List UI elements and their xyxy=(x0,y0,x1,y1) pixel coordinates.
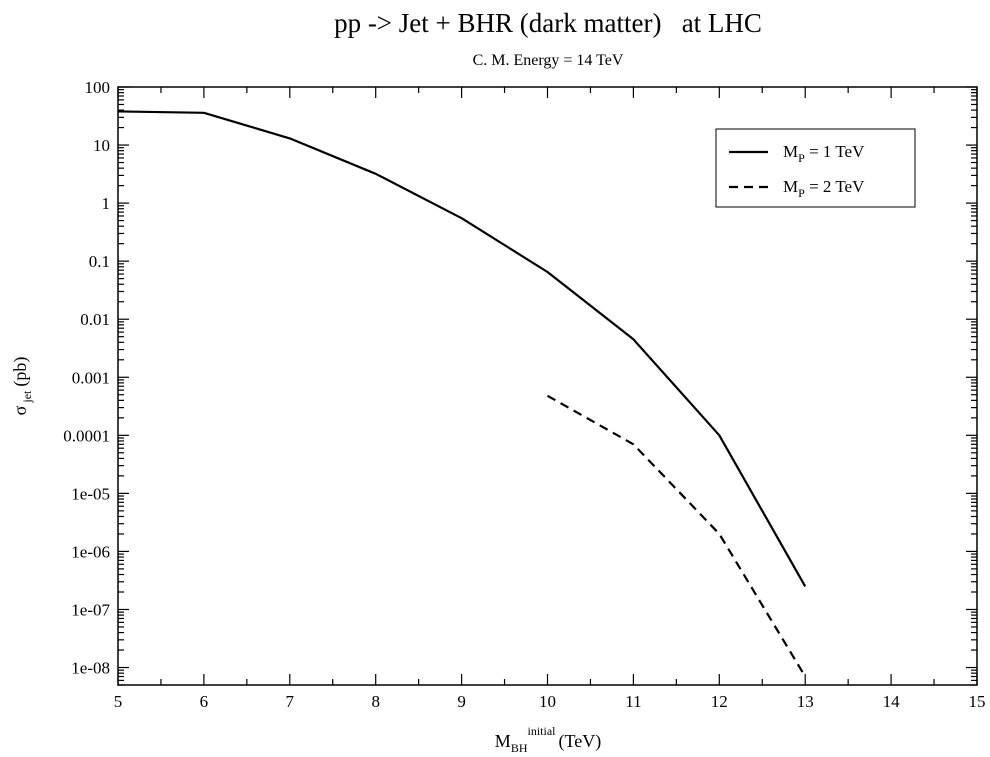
series-lines xyxy=(117,110,807,678)
y-tick-label: 1e-05 xyxy=(71,484,110,503)
y-tick-label: 0.0001 xyxy=(63,426,110,445)
ticks xyxy=(117,86,978,686)
y-tick-label: 100 xyxy=(85,78,111,97)
x-tick-label: 13 xyxy=(797,692,814,711)
y-tick-label: 0.1 xyxy=(89,252,110,271)
chart-title: pp -> Jet + BHR (dark matter) at LHC xyxy=(334,8,762,38)
x-tick-label: 6 xyxy=(200,692,209,711)
x-axis-label: MBHinitial (TeV) xyxy=(495,724,601,755)
legend-label-mp2: MP = 2 TeV xyxy=(783,177,865,200)
x-tick-label: 11 xyxy=(625,692,641,711)
y-tick-label: 1e-07 xyxy=(71,600,110,619)
tick-labels: 5 6 7 8 9 10 11 12 13 14 15 100 10 1 0.1 0.01 0.001 0.000… xyxy=(63,78,985,711)
y-tick-label: 10 xyxy=(93,136,110,155)
series-line-1 xyxy=(117,110,807,587)
legend-label-mp1: MP = 1 TeV xyxy=(783,142,865,165)
x-tick-label: 10 xyxy=(539,692,556,711)
chart-subtitle: C. M. Energy = 14 TeV xyxy=(473,52,624,69)
y-tick-label: 0.001 xyxy=(72,368,110,387)
y-tick-label: 1e-06 xyxy=(71,542,110,561)
x-tick-label: 12 xyxy=(711,692,728,711)
plot-frame xyxy=(117,86,978,686)
series-line-2 xyxy=(546,394,807,678)
y-tick-label: 1 xyxy=(102,194,111,213)
x-tick-label: 14 xyxy=(883,692,901,711)
x-tick-label: 9 xyxy=(457,692,466,711)
x-tick-label: 5 xyxy=(114,692,123,711)
y-tick-label: 0.01 xyxy=(80,310,110,329)
x-tick-label: 7 xyxy=(286,692,295,711)
x-tick-label: 8 xyxy=(371,692,380,711)
y-axis-label: σjet(pb) xyxy=(10,357,34,416)
legend-box xyxy=(715,128,916,208)
legend: MP = 1 TeV MP = 2 TeV xyxy=(715,128,916,208)
x-tick-label: 15 xyxy=(969,692,986,711)
y-tick-label: 1e-08 xyxy=(71,659,110,678)
